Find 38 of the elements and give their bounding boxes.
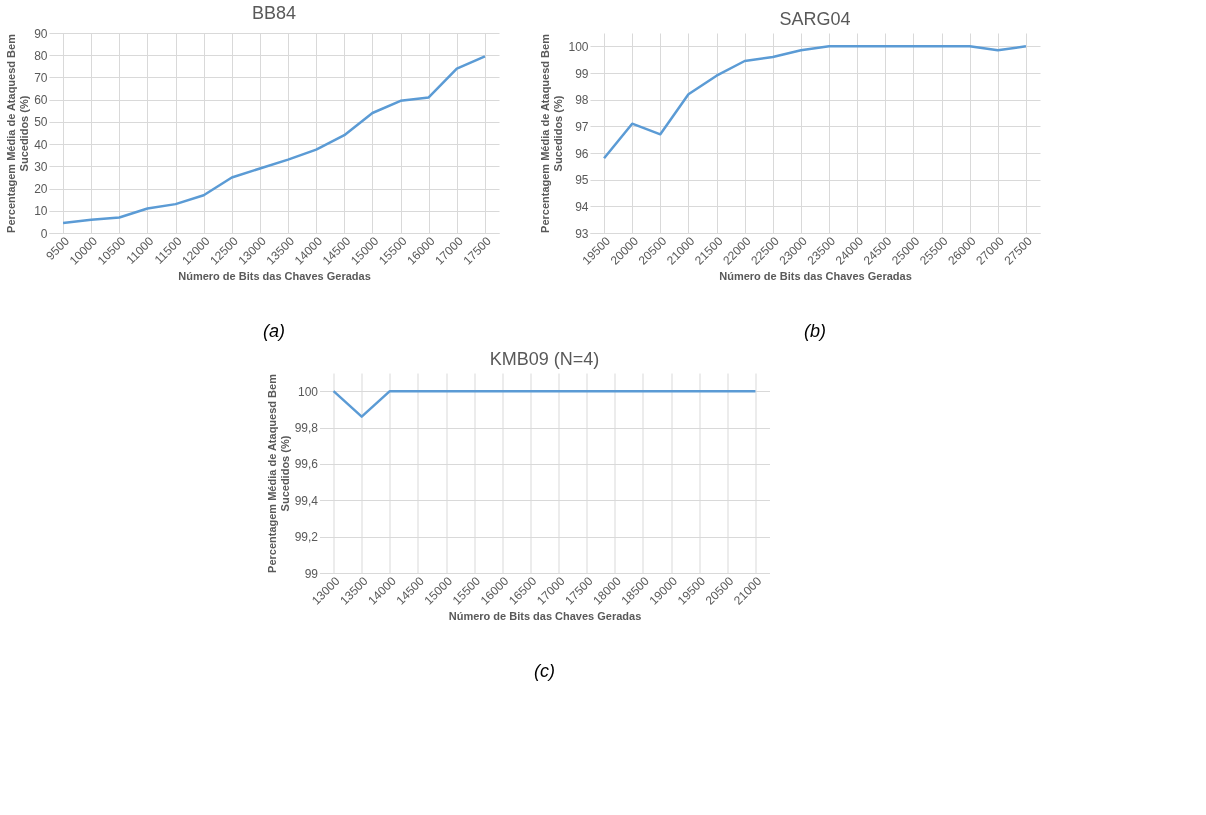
y-tick-label: 98 bbox=[575, 93, 589, 108]
y-tick-label: 99 bbox=[575, 66, 589, 81]
y-tick-label: 95 bbox=[575, 173, 589, 188]
y-tick-label: 50 bbox=[34, 115, 48, 130]
y-tick-label: 20 bbox=[34, 182, 48, 197]
chart-title: BB84 bbox=[251, 3, 297, 23]
y-tick-label: 70 bbox=[34, 70, 48, 85]
y-tick-label: 40 bbox=[34, 137, 48, 152]
x-axis-title: Número de Bits das Chaves Geradas bbox=[178, 269, 371, 282]
x-axis-title: Número de Bits das Chaves Geradas bbox=[448, 609, 642, 622]
y-tick-label: 99,2 bbox=[294, 530, 319, 545]
x-axis-title: Número de Bits das Chaves Geradas bbox=[719, 269, 912, 282]
y-tick-label: 30 bbox=[34, 159, 48, 174]
y-axis-title: Percentagem Média de Ataquesd Bem Sucedidos (%) bbox=[539, 33, 565, 233]
y-tick-label: 100 bbox=[297, 384, 319, 399]
text: (a) bbox=[263, 321, 285, 341]
y-tick-label: 80 bbox=[34, 48, 48, 63]
y-axis-title: Percentagem Média de Ataquesd Bem Sucedidos (%) bbox=[5, 33, 31, 233]
y-tick-label: 99,4 bbox=[294, 493, 319, 508]
y-tick-label: 94 bbox=[575, 199, 589, 214]
y-tick-label: 0 bbox=[40, 226, 48, 241]
y-tick-label: 90 bbox=[34, 26, 48, 41]
y-axis-title: Percentagem Média de Ataquesd Bem Sucedidos (%) bbox=[265, 373, 291, 573]
y-tick-label: 97 bbox=[575, 119, 589, 134]
line-series bbox=[61, 55, 487, 225]
text: (b) bbox=[804, 321, 826, 341]
text: (c) bbox=[534, 661, 555, 681]
y-tick-label: 96 bbox=[575, 146, 589, 161]
line-series bbox=[602, 45, 1028, 160]
y-tick-label: 60 bbox=[34, 93, 48, 108]
chart-title: SARG04 bbox=[779, 9, 851, 29]
y-tick-label: 100 bbox=[568, 39, 589, 54]
y-tick-label: 99 bbox=[304, 566, 319, 581]
y-tick-label: 10 bbox=[34, 204, 48, 219]
y-tick-label: 99,6 bbox=[294, 457, 319, 472]
y-tick-label: 93 bbox=[575, 226, 589, 241]
y-tick-label: 99,8 bbox=[294, 421, 319, 436]
chart-title: KMB09 (N=4) bbox=[489, 349, 600, 369]
